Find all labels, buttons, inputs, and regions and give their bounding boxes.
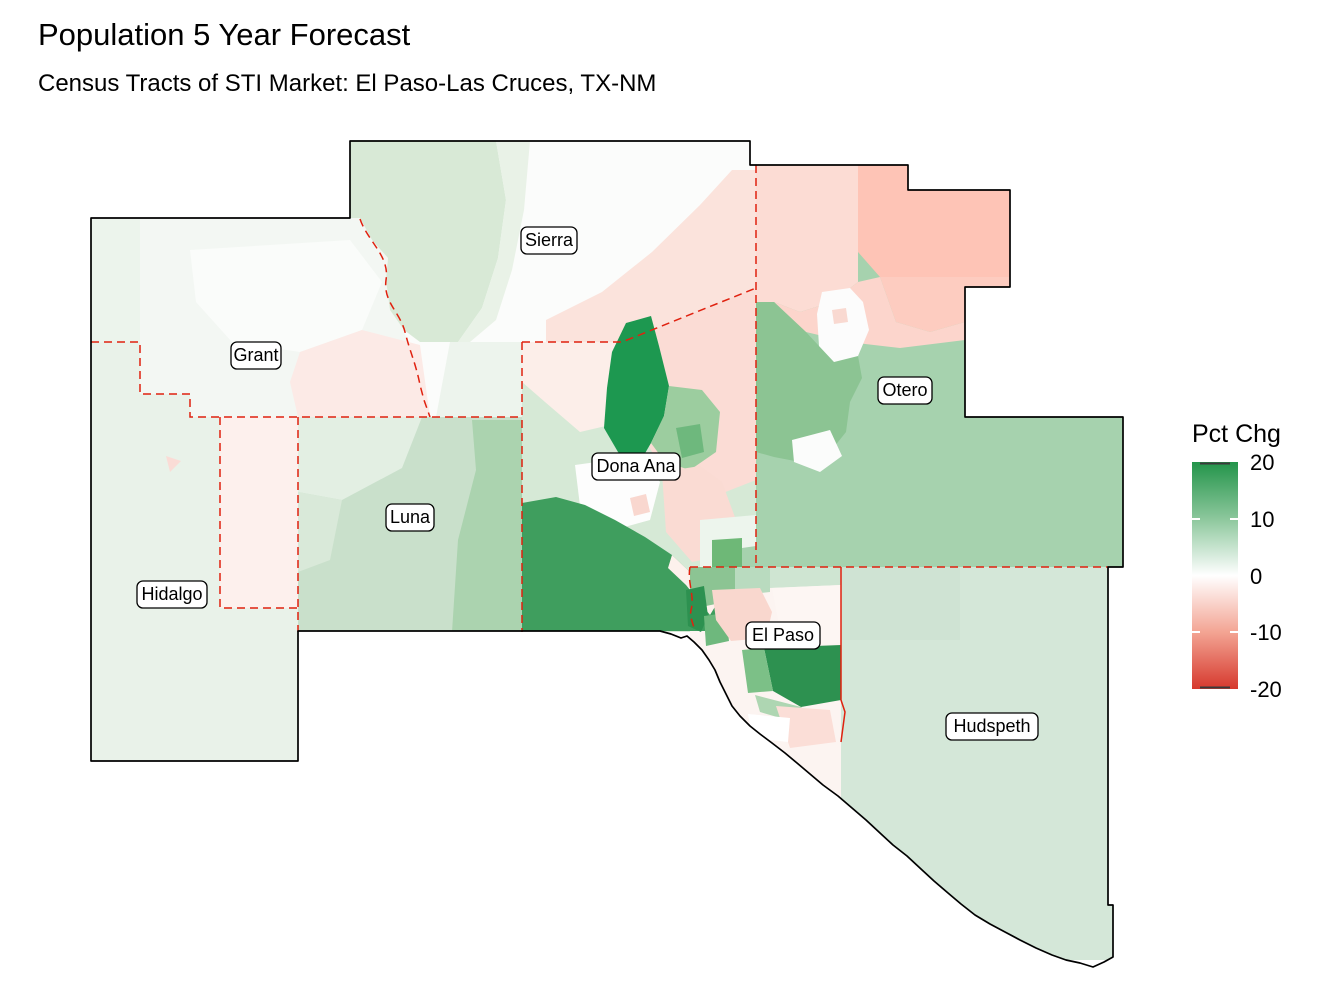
county-label-hudspeth: Hudspeth: [945, 712, 1039, 741]
tracts-hudspeth: [841, 567, 960, 640]
legend-tick-neg10: -10: [1250, 620, 1282, 645]
tracts-luna: [298, 417, 522, 632]
legend-tick-10: 10: [1250, 507, 1274, 532]
county-label-grant: Grant: [230, 341, 282, 370]
svg-text:Hudspeth: Hudspeth: [953, 716, 1030, 736]
svg-text:Dona Ana: Dona Ana: [596, 456, 676, 476]
svg-text:Hidalgo: Hidalgo: [141, 584, 202, 604]
county-labels: Sierra Grant Otero Dona Ana Luna Hidalgo…: [136, 226, 1039, 741]
legend-colorbar-ticks: [1192, 462, 1238, 689]
county-label-otero: Otero: [877, 376, 933, 405]
legend-colorbar: [1192, 462, 1238, 689]
county-label-hidalgo: Hidalgo: [136, 580, 208, 609]
svg-text:Grant: Grant: [233, 345, 278, 365]
legend-title: Pct Chg: [1192, 420, 1281, 448]
page-title: Population 5 Year Forecast: [38, 17, 411, 52]
legend: Pct Chg 20 10 0 -10 -20: [1192, 420, 1282, 702]
county-border-el-paso-hudspeth: [840, 567, 846, 743]
map-body: [91, 141, 1123, 960]
county-label-sierra: Sierra: [520, 226, 578, 255]
legend-tick-20: 20: [1250, 450, 1274, 475]
legend-tick-neg20: -20: [1250, 677, 1282, 702]
page-subtitle: Census Tracts of STI Market: El Paso-Las…: [38, 70, 656, 97]
market-boundary: [90, 140, 1124, 968]
svg-text:Otero: Otero: [882, 380, 927, 400]
tracts-otero: [756, 165, 1010, 472]
svg-text:El Paso: El Paso: [752, 625, 814, 645]
county-hidalgo: [91, 342, 298, 761]
svg-text:Sierra: Sierra: [525, 230, 574, 250]
legend-tick-0: 0: [1250, 564, 1262, 589]
county-label-luna: Luna: [385, 503, 435, 532]
county-borders: [91, 165, 1108, 632]
county-label-dona-ana: Dona Ana: [591, 452, 681, 481]
svg-text:Luna: Luna: [390, 507, 431, 527]
tracts-sierra: [350, 141, 756, 417]
tracts-grant: [91, 218, 430, 608]
county-label-el-paso: El Paso: [745, 621, 821, 650]
